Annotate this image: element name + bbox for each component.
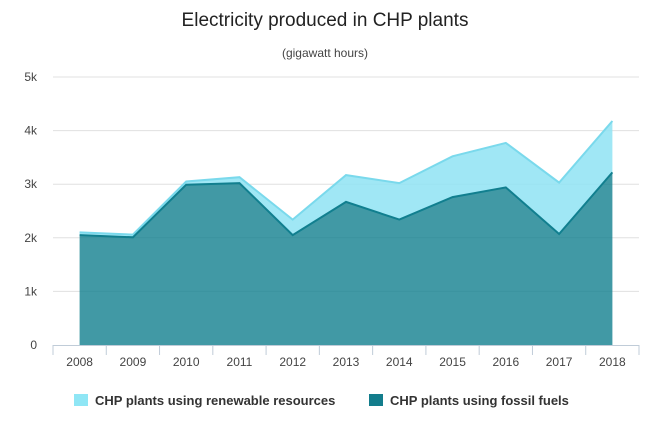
- data-point: [397, 181, 401, 185]
- line-fossil-fuels: [79, 171, 614, 239]
- legend-item[interactable]: CHP plants using renewable resources: [74, 393, 335, 408]
- x-tick-label: 2013: [333, 355, 360, 369]
- data-point: [504, 185, 508, 189]
- data-point: [557, 181, 561, 185]
- data-point: [451, 154, 455, 158]
- legend: CHP plants using renewable resources CHP …: [74, 393, 569, 408]
- data-point: [131, 235, 135, 239]
- legend-label: CHP plants using fossil fuels: [390, 393, 569, 408]
- data-point: [344, 200, 348, 204]
- data-point: [291, 233, 295, 237]
- data-point: [504, 141, 508, 145]
- y-tick-label: 5k: [24, 70, 38, 84]
- legend-item[interactable]: CHP plants using fossil fuels: [369, 393, 569, 408]
- legend-swatch: [369, 394, 383, 406]
- chart-title: Electricity produced in CHP plants: [182, 10, 469, 31]
- area-fossil-fuels: [79, 172, 613, 345]
- y-axis-ticks: 0 1k 2k 3k 4k 5k: [24, 70, 38, 352]
- y-tick-label: 3k: [24, 177, 38, 191]
- legend-swatch: [74, 394, 88, 406]
- y-tick-label: 1k: [24, 284, 38, 298]
- chart-subtitle: (gigawatt hours): [282, 46, 368, 60]
- data-point: [184, 183, 188, 187]
- legend-label: CHP plants using renewable resources: [95, 393, 335, 408]
- x-tick-label: 2009: [120, 355, 147, 369]
- x-tick-label: 2011: [227, 355, 253, 369]
- x-axis: 2008 2009 2010 2011 2012 2013 2014 2015 2016 2017…: [52, 345, 640, 369]
- x-tick-label: 2012: [279, 355, 306, 369]
- x-tick-label: 2010: [173, 355, 200, 369]
- line-renewable-resources: [79, 120, 614, 236]
- data-point: [237, 181, 241, 185]
- x-tick-label: 2014: [386, 355, 413, 369]
- data-point: [451, 195, 455, 199]
- x-tick-label: 2017: [546, 355, 573, 369]
- data-point: [557, 232, 561, 236]
- y-tick-label: 2k: [24, 231, 38, 245]
- y-tick-label: 4k: [24, 124, 38, 138]
- data-point: [237, 175, 241, 179]
- data-point: [610, 119, 614, 123]
- y-tick-label: 0: [30, 338, 37, 352]
- data-point: [78, 233, 82, 237]
- data-point: [397, 218, 401, 222]
- x-tick-label: 2016: [492, 355, 519, 369]
- data-point: [291, 218, 295, 222]
- plot-areas: [78, 119, 614, 345]
- x-tick-label: 2008: [66, 355, 93, 369]
- data-point: [344, 173, 348, 177]
- x-tick-label: 2015: [439, 355, 466, 369]
- x-tick-label: 2018: [599, 355, 626, 369]
- data-point: [610, 170, 614, 174]
